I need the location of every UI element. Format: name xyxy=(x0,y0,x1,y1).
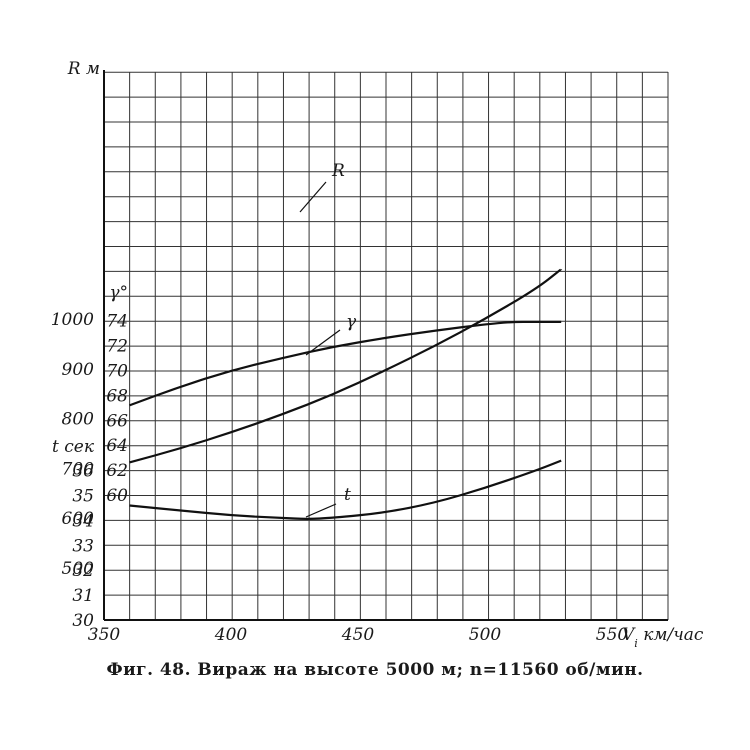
series-label-leader-R xyxy=(299,181,327,213)
y-tick-label-t: 36 xyxy=(72,462,94,482)
y-tick-label-t: 32 xyxy=(72,561,94,581)
y-tick-label-gamma: 74 xyxy=(106,312,128,332)
figure-caption: Фиг. 48. Вираж на высоте 5000 м; n=11560… xyxy=(106,660,644,680)
y-tick-label-t: 30 xyxy=(72,611,94,631)
series-line-gamma xyxy=(129,320,562,407)
x-tick-label: 350 xyxy=(88,625,121,645)
y-tick-label-t: 33 xyxy=(72,536,94,556)
y-axis-title-gamma: γ° xyxy=(109,283,128,303)
series-label-t: t xyxy=(344,485,351,505)
series-line-t xyxy=(129,459,562,520)
series-label-gamma: γ xyxy=(346,312,357,332)
series-label-R: R xyxy=(331,161,345,181)
x-tick-label: 450 xyxy=(341,625,375,645)
series-line-R xyxy=(129,268,563,464)
y-tick-label-gamma: 68 xyxy=(106,386,128,406)
y-axis-title-R: R м xyxy=(67,59,100,79)
y-tick-label-R: 900 xyxy=(62,360,95,380)
y-tick-label-gamma: 60 xyxy=(106,486,128,506)
x-tick-label: 400 xyxy=(214,625,248,645)
series-label-leader-gamma xyxy=(305,329,341,356)
x-axis-label: Vi км/час xyxy=(622,625,704,650)
y-tick-label-R: 800 xyxy=(62,410,95,430)
y-axis-title-t: t сек xyxy=(52,437,95,457)
y-tick-label-gamma: 64 xyxy=(106,436,128,456)
y-tick-label-t: 34 xyxy=(72,511,94,531)
series-label-leader-t xyxy=(305,503,337,518)
y-tick-label-gamma: 66 xyxy=(106,411,128,431)
y-tick-label-gamma: 70 xyxy=(106,362,128,382)
y-tick-label-gamma: 72 xyxy=(106,337,128,357)
y-tick-label-t: 35 xyxy=(72,487,94,507)
y-tick-label-R: 1000 xyxy=(51,310,94,330)
x-tick-label: 500 xyxy=(469,625,502,645)
y-tick-label-R: 600 xyxy=(62,509,95,529)
y-tick-label-R: 500 xyxy=(62,559,95,579)
y-tick-label-R: 700 xyxy=(62,459,95,479)
x-tick-label: 550 xyxy=(596,625,629,645)
y-tick-label-gamma: 62 xyxy=(106,461,128,481)
y-tick-label-t: 31 xyxy=(72,586,94,606)
